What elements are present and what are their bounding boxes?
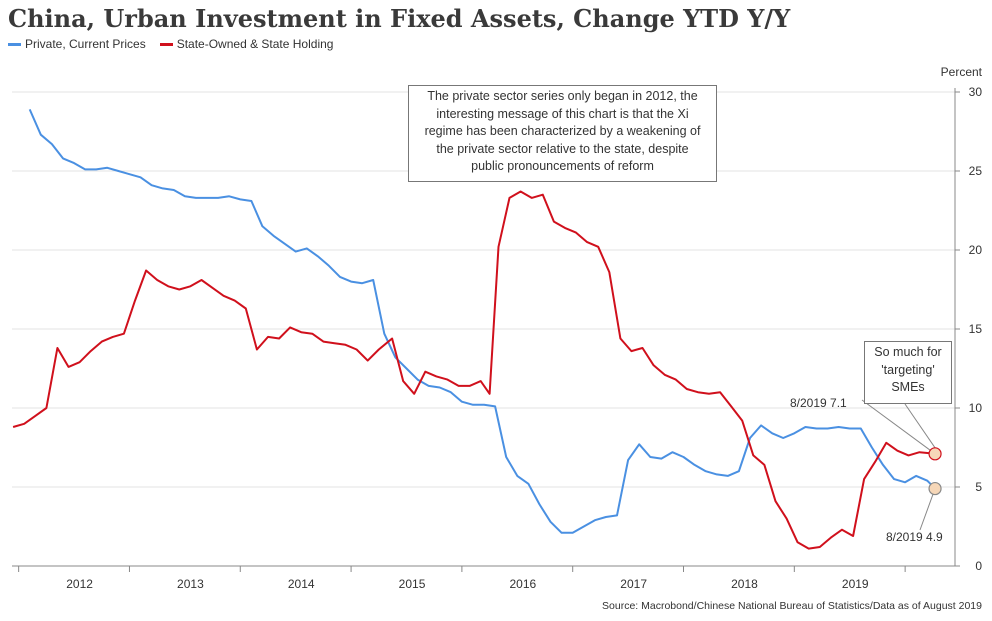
series-lines bbox=[12, 108, 936, 550]
legend-label-state: State-Owned & State Holding bbox=[176, 37, 334, 51]
annotation-line: public pronouncements of reform bbox=[471, 159, 654, 173]
y-tick-label: 10 bbox=[969, 401, 983, 415]
legend-swatch-state bbox=[159, 42, 173, 46]
legend-item-state: State-Owned & State Holding bbox=[159, 37, 334, 51]
annotation-line: The private sector series only began in … bbox=[427, 89, 698, 103]
x-tick-label: 2019 bbox=[842, 577, 869, 591]
endpoint-marker-state bbox=[928, 447, 942, 461]
annotation-line: the private sector relative to the state… bbox=[436, 141, 689, 156]
annotation-line: regime has been characterized by a weake… bbox=[424, 124, 701, 138]
y-axis-label: Percent bbox=[941, 65, 983, 79]
chart-legend: Private, Current Prices State-Owned & St… bbox=[8, 37, 333, 51]
x-tick-label: 2018 bbox=[731, 577, 758, 591]
endpoint-marker-private bbox=[928, 481, 942, 496]
annotation-line: 'targeting' bbox=[881, 362, 935, 377]
annotation-private-sector-note: The private sector series only began in … bbox=[408, 85, 717, 182]
series-line-state-owned bbox=[12, 190, 936, 550]
source-note: Source: Macrobond/Chinese National Burea… bbox=[602, 600, 982, 612]
x-tick-label: 2013 bbox=[177, 577, 204, 591]
x-tick-label: 2016 bbox=[509, 577, 536, 591]
annotation-line: interesting message of this chart is tha… bbox=[436, 106, 689, 121]
annotation-line: So much for bbox=[874, 345, 942, 359]
y-tick-label: 30 bbox=[969, 85, 983, 99]
x-tick-label: 2012 bbox=[66, 577, 93, 591]
annotation-leader-line bbox=[919, 488, 936, 531]
x-tick-label: 2015 bbox=[399, 577, 426, 591]
x-tick-label: 2017 bbox=[620, 577, 647, 591]
endpoint-label-state: 8/2019 7.1 bbox=[790, 396, 847, 410]
y-tick-label: 25 bbox=[969, 164, 983, 178]
annotation-line: SMEs bbox=[891, 380, 925, 394]
chart-title: China, Urban Investment in Fixed Assets,… bbox=[8, 4, 791, 33]
series-line-private bbox=[28, 108, 936, 534]
annotation-sme-note: So much for 'targeting' SMEs bbox=[864, 341, 952, 404]
x-tick-label: 2014 bbox=[288, 577, 315, 591]
axes: 0 5 10 15 20 25 30 Percent 2012 2013 2014 2015 2016 2… bbox=[12, 65, 983, 591]
annotation-leader-line bbox=[861, 399, 936, 455]
endpoint-label-private: 8/2019 4.9 bbox=[886, 530, 943, 544]
y-tick-label: 20 bbox=[969, 243, 983, 257]
y-tick-label: 0 bbox=[975, 559, 982, 573]
legend-item-private: Private, Current Prices bbox=[8, 37, 146, 51]
legend-label-private: Private, Current Prices bbox=[25, 37, 146, 51]
legend-swatch-private bbox=[8, 42, 21, 46]
y-tick-label: 5 bbox=[975, 480, 982, 494]
y-tick-label: 15 bbox=[969, 322, 983, 336]
annotation-leader-line bbox=[904, 403, 936, 449]
endpoint-markers: 8/2019 7.1 8/2019 4.9 bbox=[790, 396, 943, 544]
